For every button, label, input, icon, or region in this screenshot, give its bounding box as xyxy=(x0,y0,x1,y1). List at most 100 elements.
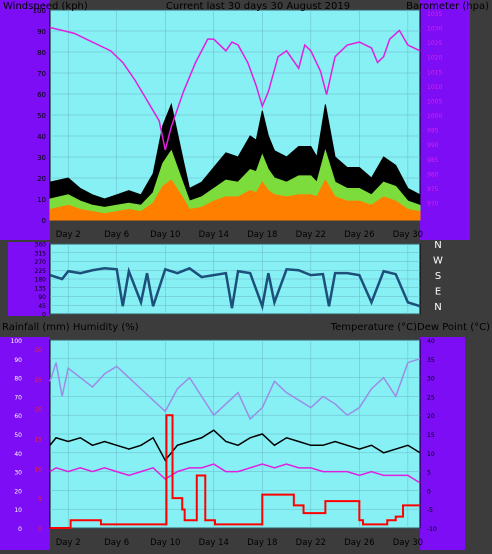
humidity-tick-label: 100 xyxy=(11,338,23,345)
barometer-tick-label: 995 xyxy=(427,128,439,135)
temp-series xyxy=(49,358,421,529)
temperature-tick-label: 35 xyxy=(427,357,435,364)
direction-tick-label: 180 xyxy=(35,277,47,284)
temperature-tick-label: 0 xyxy=(427,488,431,495)
compass-label: N xyxy=(434,240,441,251)
barometer-tick-label: 975 xyxy=(427,186,439,193)
humidity-tick-label: 40 xyxy=(14,451,22,458)
temp-x-tick-label: Day 26 xyxy=(344,538,374,548)
wind-x-ticks: Day 2 Day 6 Day 10 Day 14 Day 18 Day 22 Day 26… xyxy=(56,230,423,240)
barometer-tick-label: 1010 xyxy=(427,84,442,91)
barometer-tick-label: 1035 xyxy=(427,11,442,18)
barometer-tick-label: 1020 xyxy=(427,55,442,62)
direction-tick-label: 225 xyxy=(35,268,47,275)
temp-left-axis-band xyxy=(0,337,50,550)
wind-x-tick-label: Day 14 xyxy=(199,230,229,240)
barometer-tick-label: 990 xyxy=(427,142,439,149)
compass-label: S xyxy=(435,271,441,282)
humidity-tick-label: 30 xyxy=(14,470,22,477)
barometer-tick-label: 970 xyxy=(427,201,439,208)
temp-left-axis-title: Rainfall (mm) Humidity (%) xyxy=(2,322,139,333)
wind-x-tick-label: Day 22 xyxy=(296,230,326,240)
humidity-tick-label: 10 xyxy=(14,507,22,514)
wind-tick-label: 20 xyxy=(37,175,46,183)
temp-x-tick-label: Day 6 xyxy=(104,538,129,548)
humidity-tick-label: 90 xyxy=(14,357,22,364)
direction-tick-label: 270 xyxy=(35,259,47,266)
barometer-tick-label: 1015 xyxy=(427,69,442,76)
temp-x-tick-label: Day 2 xyxy=(56,538,81,548)
wind-chart-title: Current last 30 days 30 August 2019 xyxy=(166,1,350,12)
temp-x-tick-label: Day 10 xyxy=(150,538,180,548)
humidity-tick-label: 20 xyxy=(14,488,22,495)
wind-x-tick-label: Day 18 xyxy=(247,230,277,240)
series-rainfall xyxy=(50,414,420,529)
direction-tick-label: 0 xyxy=(42,312,46,319)
wind-x-tick-label: Day 2 xyxy=(56,230,81,240)
temp-x-tick-label: Day 30 xyxy=(393,538,423,548)
series-wind-direction xyxy=(49,266,421,311)
barometer-tick-label: 1000 xyxy=(427,113,442,120)
wind-tick-label: 60 xyxy=(37,91,46,99)
temperature-ticks: -10 -5 0 5 10 15 20 25 30 35 40 xyxy=(427,338,437,533)
temp-right-axis-band xyxy=(420,337,465,550)
rain-tick-label: 25 xyxy=(34,377,42,384)
wind-tick-label: 0 xyxy=(42,217,46,225)
rain-ticks: 0 5 10 15 20 25 30 xyxy=(34,347,42,533)
barometer-tick-label: 1025 xyxy=(427,40,442,47)
temperature-tick-label: 40 xyxy=(427,338,435,345)
wind-left-axis-title: Windspeed (kph) xyxy=(3,1,88,12)
wind-x-tick-label: Day 10 xyxy=(150,230,180,240)
barometer-tick-label: 1030 xyxy=(427,26,442,33)
humidity-tick-label: 0 xyxy=(18,526,22,533)
series-temperature xyxy=(49,429,421,462)
wind-left-axis-band xyxy=(0,0,50,240)
humidity-ticks: 0 10 20 30 40 50 60 70 80 90 100 xyxy=(11,338,23,533)
direction-grid xyxy=(50,243,420,315)
barometer-tick-label: 980 xyxy=(427,171,439,178)
temperature-humidity-panel: 0 10 20 30 40 50 60 70 80 90 100 0 5 10 15 20 25 30 -10 -… xyxy=(0,322,490,550)
temperature-tick-label: -10 xyxy=(427,526,437,533)
wind-x-tick-label: Day 30 xyxy=(393,230,423,240)
humidity-tick-label: 70 xyxy=(14,394,22,401)
humidity-tick-label: 60 xyxy=(14,413,22,420)
wind-tick-label: 90 xyxy=(37,28,46,36)
series-dew-point xyxy=(49,463,421,484)
rain-tick-label: 20 xyxy=(34,407,42,414)
compass-label: W xyxy=(433,256,443,267)
wind-tick-label: 70 xyxy=(37,70,46,78)
temperature-tick-label: 30 xyxy=(427,376,435,383)
direction-tick-label: 315 xyxy=(35,250,47,257)
barometer-tick-label: 1005 xyxy=(427,98,442,105)
temperature-tick-label: 15 xyxy=(427,432,435,439)
humidity-tick-label: 50 xyxy=(14,432,22,439)
temperature-tick-label: 20 xyxy=(427,413,435,420)
rain-tick-label: 5 xyxy=(38,496,42,503)
temp-x-ticks: Day 2 Day 6 Day 10 Day 14 Day 18 Day 22 Day 26… xyxy=(56,538,423,548)
temperature-tick-label: -5 xyxy=(427,507,433,514)
wind-right-axis-title: Barometer (hpa) xyxy=(406,1,489,12)
direction-tick-label: 90 xyxy=(38,294,46,301)
direction-tick-label: 45 xyxy=(38,303,46,310)
humidity-tick-label: 80 xyxy=(14,376,22,383)
temperature-tick-label: 25 xyxy=(427,394,435,401)
compass-label: E xyxy=(435,287,441,298)
wind-tick-label: 30 xyxy=(37,154,46,162)
wind-right-ticks: 970 975 980 985 990 995 1000 1005 1010 1015 1020 10… xyxy=(427,11,442,208)
rain-tick-label: 15 xyxy=(34,436,42,443)
wind-tick-label: 50 xyxy=(37,112,46,120)
rain-tick-label: 0 xyxy=(38,526,42,533)
wind-series xyxy=(49,26,421,221)
direction-tick-label: 135 xyxy=(35,285,47,292)
wind-x-tick-label: Day 6 xyxy=(104,230,129,240)
series-average xyxy=(49,179,421,221)
wind-x-tick-label: Day 26 xyxy=(344,230,374,240)
wind-right-axis-band xyxy=(420,0,470,240)
temp-grid xyxy=(50,339,420,529)
direction-left-axis-band xyxy=(8,242,50,316)
rain-tick-label: 30 xyxy=(34,347,42,354)
